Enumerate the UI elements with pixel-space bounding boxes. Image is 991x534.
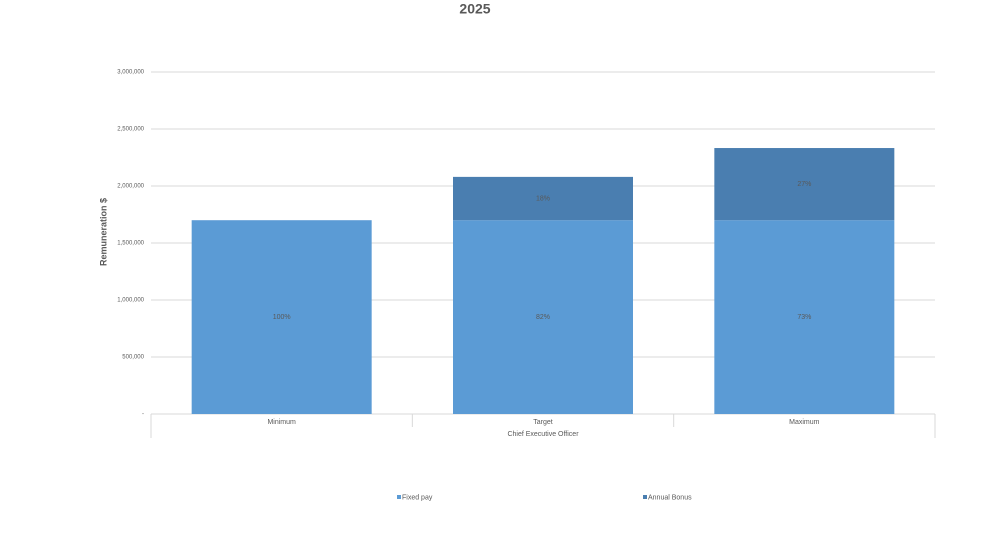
bar-segment	[453, 220, 633, 414]
bar-segment	[714, 148, 895, 221]
y-tick-label: 500,000	[122, 355, 144, 361]
y-tick-label: 3,000,000	[117, 70, 144, 76]
bar-segment	[714, 220, 895, 414]
data-label: 82%	[536, 314, 550, 321]
data-label: 27%	[797, 181, 811, 188]
y-tick-label: 1,500,000	[117, 241, 144, 247]
y-axis-label: Remuneration $	[98, 198, 108, 266]
data-label: 100%	[273, 314, 291, 321]
bar-segment	[453, 176, 633, 221]
y-tick-label: 2,000,000	[117, 184, 144, 190]
chart-title: 2025	[459, 1, 490, 17]
x-tick-label: Target	[533, 419, 553, 426]
y-tick-label: 2,500,000	[117, 127, 144, 133]
group-label: Chief Executive Officer	[507, 431, 579, 438]
x-tick-label: Minimum	[267, 419, 296, 426]
data-label: 18%	[536, 195, 550, 202]
bar-segment	[191, 220, 372, 414]
y-tick-label: -	[142, 412, 144, 418]
y-tick-label: 1,000,000	[117, 298, 144, 304]
data-label: 73%	[797, 314, 811, 321]
legend-swatch	[643, 495, 647, 499]
legend-label: Fixed pay	[402, 494, 433, 501]
legend-swatch	[397, 495, 401, 499]
x-tick-label: Maximum	[789, 419, 820, 426]
legend-label: Annual Bonus	[648, 494, 692, 501]
